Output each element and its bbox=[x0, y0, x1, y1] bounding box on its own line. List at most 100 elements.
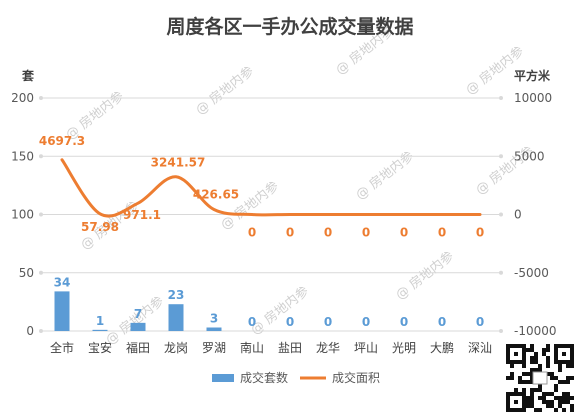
qr-module bbox=[562, 400, 566, 404]
line-data-label: 426.65 bbox=[193, 188, 239, 202]
qr-module bbox=[570, 364, 574, 368]
qr-module bbox=[538, 396, 542, 400]
qr-module bbox=[562, 396, 566, 400]
qr-module bbox=[566, 380, 570, 384]
bar-data-label: 0 bbox=[362, 315, 370, 329]
qr-module bbox=[546, 364, 550, 368]
qr-module bbox=[530, 392, 534, 396]
legend: 成交套数 成交面积 bbox=[212, 370, 380, 385]
right-tick-label: 5000 bbox=[514, 149, 545, 163]
qr-module bbox=[558, 404, 562, 408]
left-tick-label: 150 bbox=[11, 149, 34, 163]
category-label: 盐田 bbox=[278, 341, 302, 355]
right-axis-unit: 平方米 bbox=[514, 68, 551, 83]
grid-end-dot bbox=[499, 154, 503, 159]
grid-end-dot bbox=[39, 154, 43, 159]
qr-module bbox=[530, 356, 534, 360]
line-data-label: 0 bbox=[438, 226, 446, 240]
bar bbox=[206, 327, 222, 331]
qr-module bbox=[530, 388, 534, 392]
category-label: 罗湖 bbox=[202, 340, 226, 355]
qr-module bbox=[510, 364, 514, 368]
qr-module bbox=[570, 408, 574, 412]
qr-module bbox=[546, 372, 550, 376]
qr-module bbox=[566, 396, 570, 400]
qr-module bbox=[518, 380, 522, 384]
watermark-text: @ 房地内参 bbox=[248, 283, 312, 338]
qr-module bbox=[534, 368, 538, 372]
qr-module bbox=[538, 384, 542, 388]
legend-line-label: 成交面积 bbox=[332, 370, 380, 385]
watermark-text: @ 房地内参 bbox=[393, 248, 457, 303]
qr-module bbox=[566, 376, 570, 380]
left-axis-unit: 套 bbox=[21, 68, 35, 83]
line-data-label: 0 bbox=[324, 226, 332, 240]
left-tick-label: 0 bbox=[26, 324, 34, 338]
qr-module bbox=[550, 392, 554, 396]
qr-module bbox=[526, 396, 530, 400]
grid-end-dot bbox=[39, 212, 43, 217]
qr-module bbox=[526, 372, 530, 376]
bar-data-label: 3 bbox=[210, 312, 218, 326]
qr-module bbox=[514, 388, 518, 392]
category-label: 宝安 bbox=[88, 340, 112, 355]
line-data-label: 0 bbox=[362, 226, 370, 240]
qr-module bbox=[558, 380, 562, 384]
grid-end-dot bbox=[39, 96, 43, 100]
qr-module bbox=[550, 376, 554, 380]
grid-end-dot bbox=[39, 270, 43, 275]
bar-data-label: 23 bbox=[168, 288, 185, 302]
left-tick-label: 100 bbox=[11, 208, 34, 222]
qr-finder bbox=[514, 400, 518, 404]
bar bbox=[168, 304, 184, 331]
line-data-label: 0 bbox=[286, 226, 294, 240]
qr-module bbox=[542, 352, 546, 356]
qr-module bbox=[530, 380, 534, 384]
grid-end-dot bbox=[39, 329, 43, 333]
qr-module bbox=[562, 380, 566, 384]
bar-data-label: 0 bbox=[400, 315, 408, 329]
qr-module bbox=[526, 380, 530, 384]
qr-logo bbox=[532, 371, 548, 385]
qr-module bbox=[538, 364, 542, 368]
category-label: 龙岗 bbox=[164, 341, 188, 355]
qr-module bbox=[562, 408, 566, 412]
qr-module bbox=[518, 376, 522, 380]
bar bbox=[130, 322, 146, 331]
category-label: 福田 bbox=[126, 340, 150, 355]
grid-end-dot bbox=[499, 96, 503, 100]
qr-module bbox=[550, 404, 554, 408]
qr-module bbox=[546, 400, 550, 404]
qr-module bbox=[538, 408, 542, 412]
category-label: 龙华 bbox=[316, 341, 340, 355]
chart-title: 周度各区一手办公成交量数据 bbox=[166, 15, 413, 38]
qr-module bbox=[558, 364, 562, 368]
qr-module bbox=[570, 404, 574, 408]
category-label: 深汕 bbox=[468, 341, 492, 355]
qr-module bbox=[546, 356, 550, 360]
category-label: 光明 bbox=[392, 341, 416, 355]
qr-finder bbox=[562, 352, 566, 356]
bar bbox=[92, 329, 108, 331]
bar-data-label: 0 bbox=[476, 315, 484, 329]
qr-module bbox=[522, 388, 526, 392]
qr-module bbox=[526, 404, 530, 408]
line-data-label: 0 bbox=[248, 226, 256, 240]
bar-data-labels: 34 1 7 23 3 0 0 0 0 0 0 0 bbox=[54, 275, 485, 329]
qr-module bbox=[522, 380, 526, 384]
line-data-label: 0 bbox=[400, 226, 408, 240]
category-label: 南山 bbox=[240, 340, 264, 355]
grid-end-dot bbox=[499, 212, 503, 217]
qr-module bbox=[538, 388, 542, 392]
qr-module bbox=[526, 348, 530, 352]
qr-module bbox=[570, 376, 574, 380]
qr-module bbox=[546, 360, 550, 364]
qr-module bbox=[534, 408, 538, 412]
bar-data-label: 34 bbox=[54, 275, 71, 289]
qr-module bbox=[530, 372, 534, 376]
right-axis-ticks: -10000 -5000 0 5000 10000 bbox=[514, 91, 557, 338]
bar-data-label: 0 bbox=[324, 315, 332, 329]
line-data-label: 971.1 bbox=[123, 208, 161, 222]
qr-module bbox=[546, 392, 550, 396]
qr-module bbox=[546, 404, 550, 408]
